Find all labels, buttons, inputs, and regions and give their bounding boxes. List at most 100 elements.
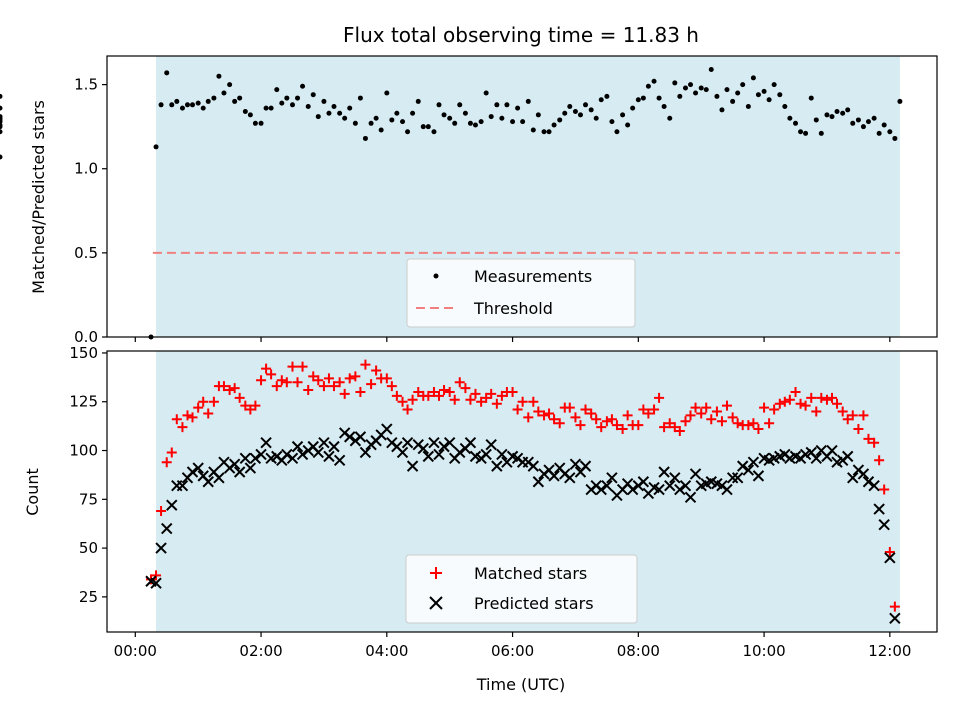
count-series0-point: [287, 361, 298, 372]
count-series0-point: [821, 394, 832, 405]
ratio-series0-point: [195, 100, 201, 106]
ratio-series0-point: [583, 102, 589, 108]
ratio-series0-point: [813, 117, 819, 123]
ratio-series0-point: [510, 119, 516, 125]
ratio-series0-point: [834, 109, 840, 115]
count-ylabel: Count: [23, 468, 42, 516]
count-series1-point: [564, 472, 576, 484]
count-ytick-label: 25: [79, 588, 98, 606]
ratio-series0-point: [530, 127, 536, 133]
count-series1-point: [161, 522, 173, 535]
ratio-series0-point: [295, 95, 301, 101]
count-series1-point: [291, 440, 304, 453]
ratio-series0-point: [761, 88, 767, 94]
ratio-series0-point: [604, 93, 610, 99]
ratio-series0-point: [667, 115, 673, 121]
ratio-series0-point: [452, 120, 458, 126]
count-series0-point: [853, 424, 864, 435]
count-series1-point: [422, 450, 435, 463]
count-ytick-label: 75: [79, 490, 98, 508]
ratio-series0-point: [719, 107, 725, 113]
ratio-series0-point: [520, 119, 526, 125]
count-series0-point: [575, 420, 586, 431]
count-series1-point: [669, 472, 681, 484]
count-series0-point: [549, 414, 560, 425]
count-series0-point: [847, 410, 858, 421]
ratio-series0-point: [331, 103, 337, 109]
count-series0-point: [297, 361, 308, 372]
ratio-series0-point: [174, 98, 180, 104]
ratio-series0-point: [431, 129, 437, 135]
ratio-series0-point: [504, 102, 510, 108]
count-ytick-label: 150: [69, 344, 98, 362]
count-series0-point: [748, 418, 759, 429]
count-series0-point: [690, 402, 701, 413]
ratio-series0-point: [724, 87, 730, 93]
count-series1-point: [255, 448, 267, 461]
count-series0-point: [491, 398, 502, 409]
ratio-marks: [0, 66, 903, 340]
ratio-series0-point: [777, 92, 783, 98]
count-series0-point: [795, 398, 806, 409]
count-series0-point: [360, 359, 371, 370]
count-series1-point: [637, 476, 650, 488]
count-series1-point: [810, 452, 822, 465]
count-series0-point: [512, 404, 523, 415]
count-series1-point: [873, 503, 885, 515]
ratio-legend-box: [406, 258, 636, 328]
count-series0-point: [465, 394, 476, 405]
ratio-ylabel: Matched/Predicted stars: [29, 100, 48, 294]
ratio-series0-point: [557, 117, 563, 123]
count-series0-point: [250, 400, 261, 411]
count-series0-point: [224, 385, 235, 396]
ratio-series0-point: [625, 122, 631, 128]
count-series0-point: [816, 392, 827, 403]
ratio-series0-point: [190, 102, 196, 108]
count-series1-point: [857, 468, 870, 480]
count-series1-point: [569, 458, 582, 470]
ratio-series0-point: [677, 93, 683, 99]
count-series1-point: [653, 483, 665, 496]
ratio-series0-point: [425, 124, 431, 130]
ratio-series0-point: [688, 82, 694, 88]
ratio-series0-point: [300, 83, 306, 89]
ratio-series0-point: [211, 95, 217, 101]
count-series0-point: [800, 400, 811, 411]
count-series1-point: [684, 491, 697, 504]
count-series1-point: [548, 470, 560, 482]
ratio-series0-point: [321, 98, 327, 104]
count-series0-point: [507, 386, 518, 397]
ratio-series0-point: [535, 112, 541, 118]
count-series1-point: [150, 577, 162, 589]
count-series1-point: [354, 431, 367, 443]
count-series0-point: [564, 402, 575, 413]
count-series1-point: [244, 462, 257, 474]
ratio-series0-point: [793, 120, 799, 126]
ratio-series0-point: [0, 129, 3, 135]
count-series0-point: [654, 392, 665, 403]
ratio-series0-point: [740, 82, 746, 88]
count-series1-point: [186, 466, 199, 478]
ratio-series0-point: [824, 112, 830, 118]
ratio-series0-point: [708, 66, 714, 72]
ratio-series0-point: [682, 85, 688, 91]
count-series0-point: [706, 414, 717, 425]
count-series1-point: [532, 476, 545, 488]
ratio-series0-point: [405, 129, 411, 135]
count-series0-point: [716, 416, 727, 427]
count-series1-point: [752, 470, 765, 482]
ratio-series0-point: [567, 103, 573, 109]
ratio-series0-point: [400, 119, 406, 125]
count-series0-point: [664, 418, 675, 429]
count-series0-point: [764, 418, 775, 429]
count-series1-point: [679, 479, 692, 492]
count-series0-point: [790, 386, 801, 397]
ratio-series0-point: [855, 117, 861, 123]
ratio-series0-point: [672, 80, 678, 86]
count-legend: Matched stars Predicted stars: [405, 554, 638, 624]
ratio-series0-point: [420, 124, 426, 130]
ratio-series0-point: [227, 82, 233, 88]
count-series0-point: [171, 414, 182, 425]
ratio-series0-point: [798, 129, 804, 135]
count-series0-point: [423, 390, 434, 401]
